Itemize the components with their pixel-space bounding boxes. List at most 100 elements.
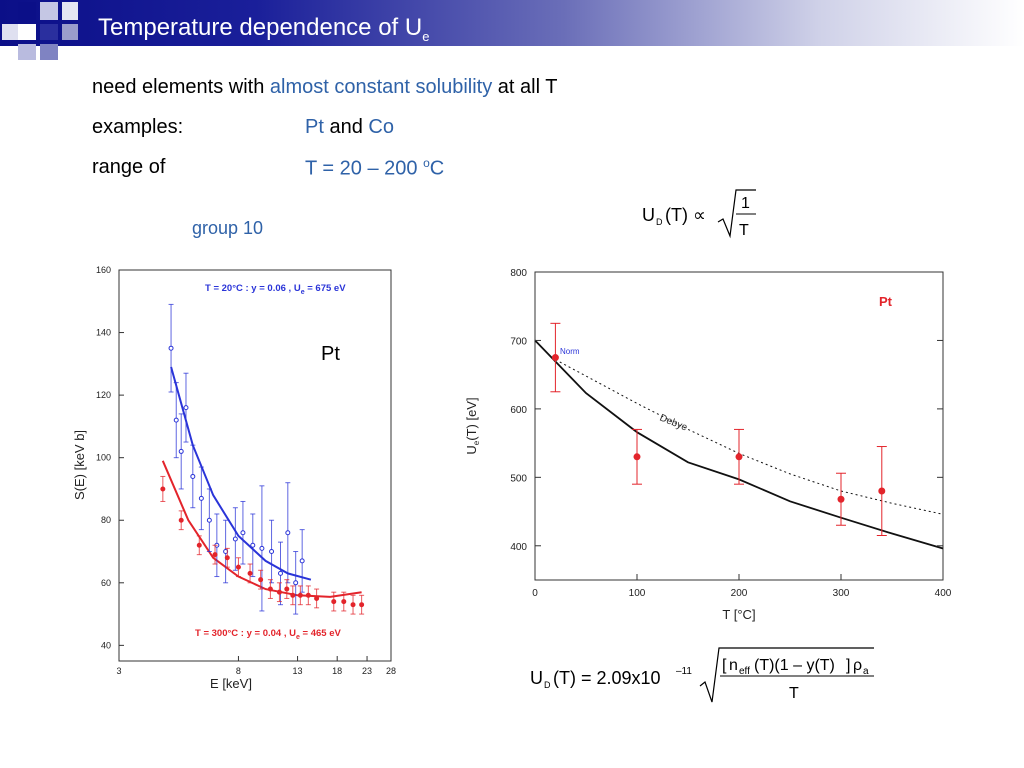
data-point xyxy=(350,602,356,608)
data-point xyxy=(160,486,166,492)
data-point xyxy=(284,586,290,592)
y-tick-label: 120 xyxy=(96,390,111,400)
deco-square xyxy=(40,24,58,40)
data-point xyxy=(293,580,299,586)
slide-title: Temperature dependence of Ue xyxy=(98,14,430,44)
x-tick-label: 23 xyxy=(362,666,372,676)
x-axis-label: T [°C] xyxy=(722,607,755,622)
plot-frame xyxy=(118,269,392,662)
data-point xyxy=(258,577,264,583)
panel-label-pt: Pt xyxy=(321,343,340,365)
svg-text:a: a xyxy=(863,666,869,677)
line-2: examples: xyxy=(92,116,184,138)
data-point xyxy=(190,473,196,479)
x-tick-label: 18 xyxy=(332,666,342,676)
y-tick-label: 100 xyxy=(96,453,111,463)
data-point xyxy=(235,564,241,570)
x-tick-label: 100 xyxy=(629,588,646,599)
y-axis-label: S(E) [keV b] xyxy=(72,430,87,500)
data-point xyxy=(178,517,184,523)
x-tick-label: 300 xyxy=(833,588,850,599)
data-point xyxy=(878,487,886,495)
data-point xyxy=(269,549,275,555)
group-label: group 10 xyxy=(192,218,264,238)
y-tick-label: 160 xyxy=(96,265,111,275)
data-point xyxy=(267,586,273,592)
x-tick-label: 13 xyxy=(293,666,303,676)
svg-text:T: T xyxy=(739,222,749,239)
line-2-values: Pt and Co xyxy=(305,116,394,138)
data-point xyxy=(178,448,184,454)
line-1: need elements with almost constant solub… xyxy=(92,76,558,98)
data-point xyxy=(359,602,365,608)
data-point xyxy=(198,495,204,501)
x-tick-label: 28 xyxy=(386,666,396,676)
svg-text:[: [ xyxy=(722,657,727,674)
deco-square xyxy=(40,44,58,60)
data-point xyxy=(290,592,296,598)
data-point xyxy=(250,542,256,548)
data-point xyxy=(551,354,559,362)
data-point xyxy=(735,453,743,461)
data-point xyxy=(240,530,246,536)
svg-text:(T)(1 – y(T): (T)(1 – y(T) xyxy=(754,657,835,674)
x-tick-label: 8 xyxy=(236,666,241,676)
svg-text:eff: eff xyxy=(739,666,750,677)
data-point xyxy=(341,599,347,605)
data-point xyxy=(232,536,238,542)
annotation-20c: T = 20°C : y = 0.06 , Ue = 675 eV xyxy=(205,283,346,296)
data-point xyxy=(633,453,641,461)
data-point xyxy=(285,530,291,536)
x-tick-label: 400 xyxy=(935,588,952,599)
data-point xyxy=(247,570,253,576)
deco-square xyxy=(18,44,36,60)
y-tick-label: 80 xyxy=(101,515,111,525)
y-axis-label: Ue(T) [eV] xyxy=(464,397,481,454)
y-tick-label: 60 xyxy=(101,578,111,588)
y-tick-label: 140 xyxy=(96,328,111,338)
svg-text:1: 1 xyxy=(741,195,750,212)
svg-text:(T) = 2.09x10: (T) = 2.09x10 xyxy=(553,668,661,688)
deco-square xyxy=(18,24,36,40)
x-tick-label: 200 xyxy=(731,588,748,599)
formula-proportional: U D (T) ∝ 1 T xyxy=(642,189,756,239)
svg-text:]: ] xyxy=(846,657,850,674)
data-point xyxy=(259,545,265,551)
svg-text:U: U xyxy=(530,668,543,688)
panel-label-pt: Pt xyxy=(879,294,893,309)
x-tick-label: 0 xyxy=(532,588,538,599)
title-bar xyxy=(0,0,1024,46)
line-3-value: T = 20 – 200 oC xyxy=(305,156,445,180)
x-tick-label: 3 xyxy=(116,666,121,676)
data-point xyxy=(212,552,218,558)
data-point xyxy=(331,599,337,605)
svg-text:D: D xyxy=(656,217,663,227)
line-3: range of xyxy=(92,156,166,178)
data-point xyxy=(837,495,845,503)
svg-text:D: D xyxy=(544,680,551,690)
data-point xyxy=(206,517,212,523)
y-tick-label: 600 xyxy=(510,405,527,416)
svg-text:n: n xyxy=(729,657,738,674)
chart-se-vs-energy: 3 8 13 18 23 28 40 60 80 100 120 140 160 T = 20°C : … xyxy=(72,265,396,691)
deco-square xyxy=(62,24,78,40)
y-tick-label: 400 xyxy=(510,542,527,553)
data-point xyxy=(277,570,283,576)
y-tick-label: 40 xyxy=(101,640,111,650)
data-point xyxy=(183,405,189,411)
y-tick-label: 800 xyxy=(510,268,527,279)
annotation-300c: T = 300°C : y = 0.04 , Ue = 465 eV xyxy=(195,628,341,641)
data-point xyxy=(168,345,174,351)
deco-square xyxy=(62,2,78,20)
data-point xyxy=(276,589,282,595)
svg-text:T: T xyxy=(789,685,799,702)
data-point xyxy=(314,595,320,601)
data-point xyxy=(173,417,179,423)
data-point xyxy=(196,542,202,548)
data-point xyxy=(299,558,305,564)
formula-ud: U D (T) = 2.09x10 –11 [ n eff (T)(1 – y(… xyxy=(530,647,874,703)
curve-label-norm: Norm xyxy=(560,347,580,356)
deco-square xyxy=(40,2,58,20)
data-point xyxy=(305,592,311,598)
